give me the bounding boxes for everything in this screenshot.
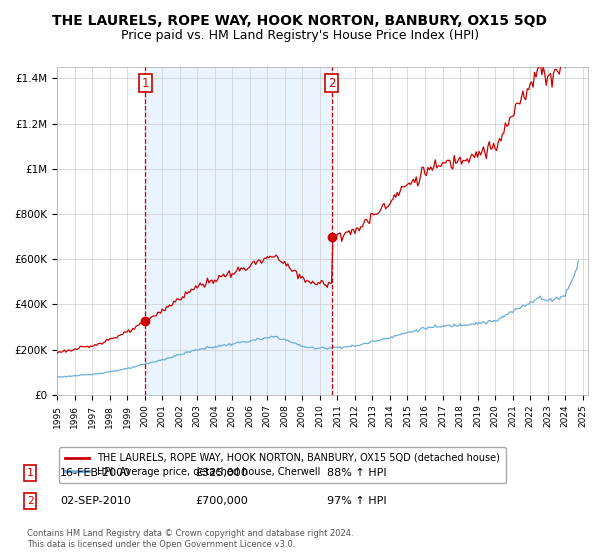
Text: 2: 2 [26,496,34,506]
Text: 16-FEB-2000: 16-FEB-2000 [60,468,131,478]
Legend: THE LAURELS, ROPE WAY, HOOK NORTON, BANBURY, OX15 5QD (detached house), HPI: Ave: THE LAURELS, ROPE WAY, HOOK NORTON, BANB… [59,447,506,483]
Text: 88% ↑ HPI: 88% ↑ HPI [327,468,386,478]
Text: Contains HM Land Registry data © Crown copyright and database right 2024.: Contains HM Land Registry data © Crown c… [27,529,353,538]
Text: Price paid vs. HM Land Registry's House Price Index (HPI): Price paid vs. HM Land Registry's House … [121,29,479,42]
Text: This data is licensed under the Open Government Licence v3.0.: This data is licensed under the Open Gov… [27,540,295,549]
Text: 2: 2 [328,77,335,90]
Text: 1: 1 [26,468,34,478]
Text: 02-SEP-2010: 02-SEP-2010 [60,496,131,506]
Text: 1: 1 [142,77,149,90]
Text: £325,000: £325,000 [195,468,248,478]
Text: £700,000: £700,000 [195,496,248,506]
Text: 97% ↑ HPI: 97% ↑ HPI [327,496,386,506]
Text: THE LAURELS, ROPE WAY, HOOK NORTON, BANBURY, OX15 5QD: THE LAURELS, ROPE WAY, HOOK NORTON, BANB… [53,14,548,28]
Bar [145,67,332,395]
